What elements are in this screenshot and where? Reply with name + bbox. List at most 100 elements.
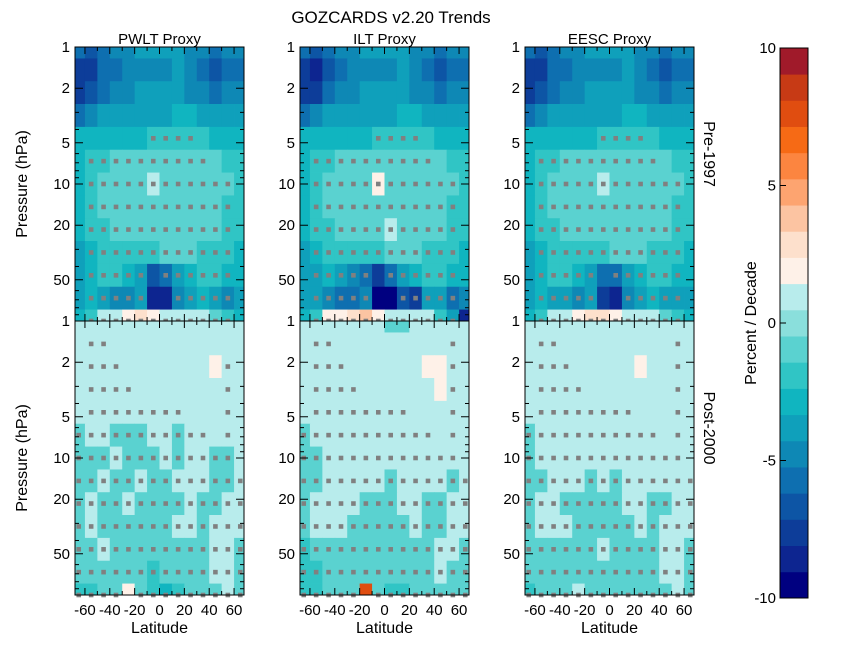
colorbar-swatch [780,231,808,258]
heatmap-cell [421,332,435,356]
heatmap-cell [84,81,98,105]
heatmap-cell [671,58,685,82]
significance-marker [551,341,556,347]
significance-marker [462,547,468,552]
significance-marker [101,227,106,232]
significance-marker [413,295,418,301]
significance-marker [526,478,532,484]
heatmap-cell [659,332,673,356]
significance-marker [138,204,144,210]
heatmap-cell [196,332,210,356]
significance-marker [650,204,656,210]
heatmap-cell [659,583,673,596]
significance-marker [576,410,581,415]
significance-marker [200,432,206,438]
significance-marker [88,478,94,484]
significance-marker [526,501,532,506]
heatmap-cell [300,149,311,173]
heatmap-cell [684,423,695,447]
significance-marker [638,547,643,552]
heatmap-cell [659,58,673,82]
significance-marker [663,478,668,484]
significance-marker [450,387,456,392]
significance-marker [675,432,681,438]
heatmap-cell [234,332,245,356]
significance-marker [563,432,569,438]
heatmap-cell [196,47,210,59]
significance-marker [563,364,569,369]
y-tick-label: 2 [287,354,295,371]
significance-marker [538,341,544,347]
significance-marker [88,158,94,164]
significance-marker [613,569,619,575]
heatmap-cell [234,378,245,402]
significance-marker [163,524,169,529]
significance-marker [576,524,581,529]
significance-marker [388,501,394,506]
significance-marker [138,158,144,164]
significance-marker [375,410,381,415]
significance-marker [126,501,131,506]
significance-marker [400,136,406,141]
heatmap-cell [196,309,210,322]
significance-marker [326,341,331,347]
heatmap-cell [75,58,86,82]
significance-marker [313,524,319,529]
significance-marker [88,181,94,187]
heatmap-cell [671,47,685,59]
significance-marker [163,432,169,438]
significance-marker [338,158,344,164]
significance-marker [326,432,331,438]
heatmap-cell [134,126,148,151]
significance-marker [338,250,344,255]
significance-marker [600,432,606,438]
x-tick-label: -20 [124,602,146,619]
heatmap-cell [534,81,548,105]
heatmap-cell [300,195,311,219]
significance-marker [101,569,106,575]
heatmap-cell [372,286,385,310]
heatmap-cell [109,126,123,151]
significance-marker [450,432,456,438]
significance-marker [163,455,169,461]
significance-marker [225,569,231,575]
significance-marker [188,478,193,484]
significance-marker [563,547,569,552]
significance-marker [450,181,456,187]
significance-marker [613,455,619,461]
heatmap-cell [147,263,160,288]
heatmap-cell [659,378,673,402]
heatmap-cell [221,583,235,596]
significance-marker [175,410,181,415]
heatmap-cell [322,104,336,128]
heatmap-cell [396,81,410,105]
significance-marker [638,158,643,164]
y-tick-label: 2 [287,80,295,97]
heatmap-cell [597,355,610,379]
significance-marker [538,181,544,187]
heatmap-cell [597,104,610,128]
heatmap-cell [572,47,586,59]
heatmap-cell [671,583,685,596]
heatmap-cell [84,321,98,333]
panel-1-2: 1 2 5 10 20 50 ILT Proxy [278,31,470,324]
heatmap-cell [421,104,435,128]
significance-marker [313,341,319,347]
significance-marker [538,569,544,575]
significance-marker [613,410,619,415]
y-tick-label: 50 [278,272,295,289]
y-axis-label: Pressure (hPa) [14,130,31,238]
heatmap-cell [134,355,148,379]
significance-marker [113,158,119,164]
significance-marker [351,524,356,529]
significance-marker [138,181,144,187]
significance-marker [326,250,331,255]
significance-marker [200,295,206,301]
significance-marker [613,524,619,529]
heatmap-cell [234,355,245,379]
significance-marker [438,273,443,278]
significance-marker [313,387,319,392]
significance-marker [88,524,94,529]
y-tick-label: 20 [278,491,295,508]
heatmap-cell [159,321,173,333]
